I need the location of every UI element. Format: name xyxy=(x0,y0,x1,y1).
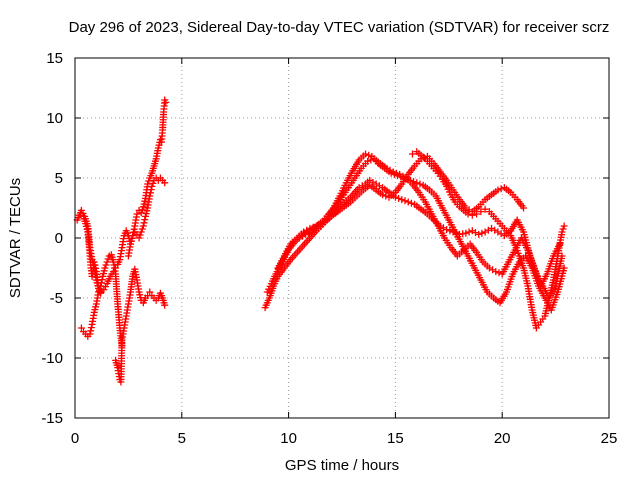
data-point xyxy=(302,230,310,238)
data-point xyxy=(408,150,416,158)
data-point xyxy=(560,222,568,230)
data-point xyxy=(146,189,154,197)
x-tick-label: 5 xyxy=(178,430,186,447)
data-point xyxy=(560,264,568,272)
data-point xyxy=(520,204,528,212)
data-point xyxy=(379,191,387,199)
data-point xyxy=(407,199,415,207)
data-point xyxy=(478,229,486,237)
data-point xyxy=(133,210,141,218)
data-point xyxy=(136,231,144,239)
data-point xyxy=(94,282,102,290)
data-point xyxy=(392,169,400,177)
data-point xyxy=(129,232,137,240)
data-point xyxy=(465,228,473,236)
data-point xyxy=(365,151,373,159)
data-point xyxy=(446,227,454,235)
data-point xyxy=(77,324,85,332)
data-point xyxy=(101,264,109,272)
data-point xyxy=(364,157,372,165)
data-point xyxy=(87,327,95,335)
data-point xyxy=(97,288,105,296)
data-point xyxy=(146,192,154,200)
y-tick-label: -10 xyxy=(41,350,63,367)
data-point xyxy=(148,182,156,190)
data-point xyxy=(137,209,145,217)
data-point xyxy=(146,288,154,296)
data-point xyxy=(462,229,470,237)
data-point xyxy=(306,224,314,232)
data-point xyxy=(102,261,110,269)
data-point xyxy=(90,258,98,266)
data-point xyxy=(138,206,146,214)
data-point xyxy=(389,168,397,176)
data-point xyxy=(464,210,472,218)
data-point xyxy=(139,222,147,230)
data-point xyxy=(443,226,451,234)
data-point xyxy=(401,197,409,205)
x-tick-label: 15 xyxy=(387,430,404,447)
data-point xyxy=(477,208,485,216)
x-tick-label: 0 xyxy=(71,430,79,447)
data-point xyxy=(87,324,95,332)
y-tick-label: 0 xyxy=(55,230,63,247)
data-point xyxy=(149,179,157,187)
grid xyxy=(75,58,609,418)
data-point xyxy=(103,258,111,266)
data-point xyxy=(558,228,566,236)
data-point xyxy=(141,216,149,224)
x-tick-label: 10 xyxy=(280,430,297,447)
chart-title: Day 296 of 2023, Sidereal Day-to-day VTE… xyxy=(69,19,610,36)
data-point xyxy=(91,261,99,269)
data-point xyxy=(395,194,403,202)
data-point xyxy=(92,264,100,272)
y-tick-label: -5 xyxy=(50,290,63,307)
axis-ticks: 0 5 10 15 20 25 -15 -10 -5 0 5 10 15 xyxy=(41,50,617,447)
data-point xyxy=(140,219,148,227)
x-tick-label: 25 xyxy=(601,430,618,447)
data-point xyxy=(137,228,145,236)
data-point xyxy=(77,206,85,214)
x-axis-label: GPS time / hours xyxy=(285,457,399,474)
data-point xyxy=(86,330,94,338)
y-tick-label: 5 xyxy=(55,170,63,187)
data-point xyxy=(161,301,169,309)
data-point xyxy=(495,269,503,277)
data-point xyxy=(361,150,369,158)
data-point xyxy=(135,234,143,242)
data-point xyxy=(398,196,406,204)
data-point xyxy=(473,210,481,218)
data-point xyxy=(404,198,412,206)
y-tick-label: 15 xyxy=(46,50,63,67)
data-point xyxy=(161,179,169,187)
y-tick-label: -15 xyxy=(41,410,63,427)
data-point xyxy=(162,98,170,106)
data-point xyxy=(494,186,502,194)
data-point xyxy=(475,230,483,238)
data-point xyxy=(481,205,489,213)
data-point xyxy=(559,225,567,233)
data-point xyxy=(305,229,313,237)
x-tick-label: 20 xyxy=(494,430,511,447)
data-point xyxy=(468,211,476,219)
data-point xyxy=(138,225,146,233)
data-points xyxy=(73,96,568,386)
data-point xyxy=(492,268,500,276)
data-point xyxy=(147,186,155,194)
data-point xyxy=(96,285,104,293)
data-point xyxy=(416,180,424,188)
y-axis-label: SDTVAR / TECUs xyxy=(7,178,24,298)
y-tick-label: 10 xyxy=(46,110,63,127)
